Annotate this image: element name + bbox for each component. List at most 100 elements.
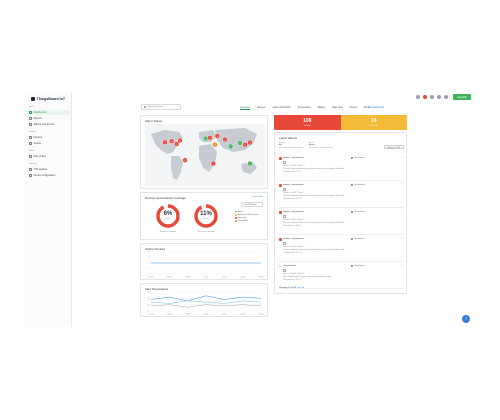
status-checkbox-icon[interactable]	[351, 156, 353, 159]
alarm-status[interactable]: Unresolved	[351, 156, 365, 159]
alarm-item[interactable]: Battery Temperature Unresolved × Device: La…	[279, 155, 404, 181]
status-checkbox-icon[interactable]	[351, 183, 353, 186]
tab[interactable]: Temperature	[297, 106, 311, 109]
donut-percent: 11%	[200, 211, 212, 217]
filter-value[interactable]: All	[279, 144, 303, 148]
map-marker-dot[interactable]	[222, 136, 228, 143]
alarm-item[interactable]: Battery Temperature Unresolved × Device: La…	[279, 236, 404, 262]
status-filter[interactable]: Status Active	[309, 142, 333, 148]
map-marker-dot[interactable]	[177, 137, 183, 144]
map-marker[interactable]: 4	[169, 138, 175, 144]
tab[interactable]: Alarm thresholds	[272, 106, 291, 109]
close-icon[interactable]: ×	[401, 156, 403, 160]
map-marker[interactable]: 1	[212, 142, 218, 148]
map-marker[interactable]: 3	[214, 133, 220, 139]
status-checkbox-icon[interactable]	[351, 237, 353, 240]
map-marker-dot[interactable]	[207, 135, 213, 141]
map-marker[interactable]: 2	[228, 143, 234, 149]
alarm-item[interactable]: Battery Temperature Unresolved × Device: La…	[279, 209, 404, 235]
view-all-link[interactable]: View all	[296, 287, 305, 289]
sidebar-item-label: Device configuration	[33, 174, 56, 177]
map-marker-dot[interactable]	[174, 141, 180, 147]
sidebar-item[interactable]: Devices	[27, 135, 70, 140]
severity-filter[interactable]: Severity All	[279, 142, 303, 148]
settings-icon[interactable]	[437, 95, 441, 99]
alarm-status[interactable]: Unresolved	[351, 237, 365, 240]
tab[interactable]: Overview	[240, 106, 250, 110]
status-checkbox-icon[interactable]	[351, 264, 353, 267]
search-box[interactable]	[141, 104, 181, 110]
help-icon[interactable]	[430, 95, 434, 99]
close-icon[interactable]: ×	[401, 264, 403, 268]
sidebar-item[interactable]: Reports	[27, 116, 70, 121]
tab[interactable]: More	[363, 106, 370, 109]
account-icon[interactable]	[444, 95, 448, 99]
critical-count-tile[interactable]: 108 Critical	[274, 115, 341, 130]
alarm-status[interactable]: Unresolved	[351, 183, 365, 186]
map-marker-dot[interactable]	[237, 140, 243, 146]
tab[interactable]: Battery	[317, 106, 326, 109]
map-marker[interactable]: 1	[222, 136, 228, 143]
edit-dashboard-link[interactable]: Edit dashboard	[368, 106, 385, 109]
close-icon[interactable]: ×	[401, 183, 403, 187]
warning-count-tile[interactable]: 14 Warning	[340, 115, 407, 130]
map-marker-dot[interactable]	[228, 143, 234, 149]
close-icon[interactable]: ×	[401, 237, 403, 241]
upgrade-button[interactable]: Upgrade	[453, 94, 471, 100]
sidebar-item[interactable]: Alarms and devices	[27, 122, 70, 127]
export-button[interactable]: Export to CSV	[384, 144, 404, 149]
legend-item: Active	[235, 210, 258, 213]
tab[interactable]: Map view	[332, 106, 343, 109]
map-marker[interactable]: 2	[242, 142, 248, 148]
logo[interactable]: ThingsBoard IoT	[31, 96, 65, 102]
map-marker-count: 4	[171, 141, 173, 143]
map-marker-dot[interactable]	[169, 138, 175, 144]
map-marker[interactable]: 2	[174, 141, 180, 147]
map-marker-count: 5	[205, 138, 207, 140]
close-icon[interactable]: ×	[401, 210, 403, 214]
alarm-item[interactable]: Temperature Unresolved × Device: Lab-05 / R…	[279, 263, 404, 289]
map-marker[interactable]: 3	[177, 137, 183, 144]
alarm-status[interactable]: Unresolved	[351, 264, 365, 267]
tab[interactable]: Devices	[256, 106, 266, 109]
map-marker-dot[interactable]	[242, 142, 248, 148]
map-marker[interactable]: 5	[203, 135, 209, 142]
alert-icon[interactable]	[423, 95, 427, 99]
y-tick-label: 15	[147, 311, 149, 313]
alarm-status[interactable]: Unresolved	[351, 210, 365, 213]
map-marker-dot[interactable]	[247, 161, 253, 167]
map-marker[interactable]: 2	[247, 161, 253, 167]
map-marker[interactable]: 6	[237, 140, 243, 146]
alarm-item[interactable]: Battery Temperature Unresolved × Device: La…	[279, 182, 404, 208]
alarm-stat-tiles: 108 Critical 14 Warning	[274, 115, 407, 130]
map-marker[interactable]: 1	[162, 139, 168, 145]
map-marker-dot[interactable]	[162, 139, 168, 145]
map-marker[interactable]: 1	[210, 161, 216, 167]
help-button[interactable]: ?	[462, 315, 470, 323]
period-select[interactable]: Last 24 hours	[241, 202, 263, 207]
map-marker-dot[interactable]	[247, 140, 253, 146]
alarm-detail-line: Temperature: 58.9 °C	[283, 198, 303, 201]
search-input[interactable]	[147, 106, 180, 108]
sidebar-item[interactable]: Assets	[27, 141, 70, 146]
map-marker[interactable]: 2	[207, 135, 213, 141]
view-more-link[interactable]: View more	[252, 196, 263, 198]
map-marker-dot[interactable]	[214, 133, 220, 139]
tab[interactable]: Assets	[349, 106, 357, 109]
filter-value[interactable]: Active	[309, 144, 333, 148]
map-marker[interactable]: 3	[182, 157, 188, 163]
map-marker-dot[interactable]	[212, 142, 218, 148]
sidebar-item[interactable]: Dashboards	[27, 110, 70, 115]
map-marker-count: 1	[164, 142, 166, 144]
notifications-icon[interactable]	[416, 95, 420, 99]
status-checkbox-icon[interactable]	[351, 210, 353, 213]
map-marker-dot[interactable]	[210, 161, 216, 167]
map-marker-dot[interactable]	[182, 157, 188, 163]
map-marker[interactable]: 4	[247, 140, 253, 146]
sidebar-item[interactable]: Rule chains	[27, 154, 70, 159]
y-tick-label: 8	[148, 252, 149, 254]
sidebar-item[interactable]: OTA updates	[27, 167, 70, 172]
sidebar-item[interactable]: Device configuration	[27, 173, 70, 178]
